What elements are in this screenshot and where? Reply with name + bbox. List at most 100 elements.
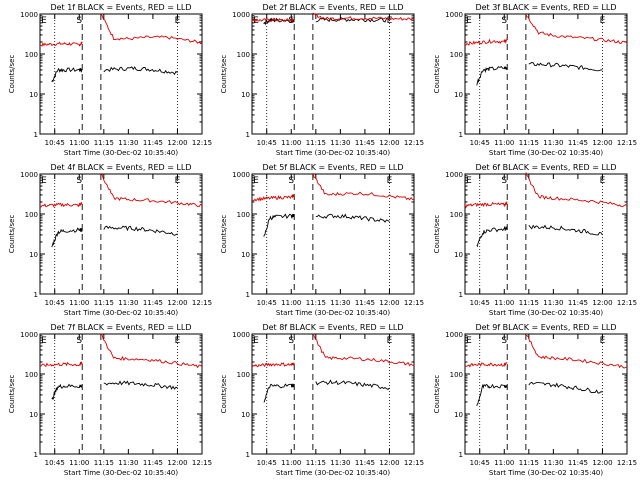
- events-series-line: [476, 383, 508, 407]
- x-tick-label: 12:00: [167, 139, 187, 147]
- marker-label: E: [387, 16, 393, 26]
- y-tick-label: 100: [237, 211, 250, 219]
- lld-series-line: [39, 41, 83, 47]
- plot-frame: [464, 173, 628, 295]
- y-axis-label: Counts/sec: [433, 55, 441, 94]
- y-tick-label: 1: [34, 291, 38, 299]
- x-tick-label: 11:30: [330, 459, 350, 467]
- events-series-line: [103, 225, 178, 236]
- marker-label: S: [501, 176, 507, 186]
- x-tick-label: 10:45: [470, 299, 490, 307]
- x-tick-label: 11:45: [143, 299, 163, 307]
- x-tick-label: 11:15: [306, 459, 326, 467]
- x-tick-label: 12:00: [592, 139, 612, 147]
- events-series-line: [263, 213, 295, 237]
- lld-series-line: [100, 13, 203, 45]
- chart-title: Det 5f BLACK = Events, RED = LLD: [262, 163, 403, 172]
- marker-label: E: [600, 176, 606, 186]
- y-tick-label: 1000: [20, 11, 38, 19]
- y-axis-label: Counts/sec: [8, 55, 16, 94]
- x-tick-label: 10:45: [45, 139, 65, 147]
- x-tick-label: 11:15: [306, 299, 326, 307]
- chart-title: Det 6f BLACK = Events, RED = LLD: [475, 163, 616, 172]
- y-tick-label: 1: [246, 451, 250, 459]
- marker-label: E: [387, 176, 393, 186]
- y-tick-label: 1: [459, 451, 463, 459]
- x-tick-label: 11:15: [94, 459, 114, 467]
- events-series-line: [103, 66, 178, 76]
- chart-title: Det 2f BLACK = Events, RED = LLD: [262, 3, 403, 12]
- x-tick-label: 11:00: [281, 459, 301, 467]
- x-axis-label: Start Time (30-Dec-02 10:35:40): [276, 149, 390, 157]
- lld-series-line: [465, 361, 508, 368]
- y-tick-label: 1: [34, 451, 38, 459]
- x-tick-label: 11:00: [69, 299, 89, 307]
- plot-frame: [39, 333, 203, 455]
- chart-title: Det 3f BLACK = Events, RED = LLD: [475, 3, 616, 12]
- x-axis-label: Start Time (30-Dec-02 10:35:40): [489, 469, 603, 477]
- panel-4: Det 4f BLACK = Events, RED = LLD 1 10 100 10…: [8, 163, 212, 317]
- x-axis-label: Start Time (30-Dec-02 10:35:40): [64, 469, 178, 477]
- y-tick-label: 1000: [445, 11, 463, 19]
- x-tick-label: 11:45: [355, 139, 375, 147]
- marker-label: S: [501, 16, 507, 26]
- y-axis-label: Counts/sec: [220, 215, 228, 254]
- panel-9: Det 9f BLACK = Events, RED = LLD 1 10 100 10…: [433, 323, 637, 477]
- x-tick-label: 11:30: [330, 299, 350, 307]
- marker-label: E: [175, 336, 181, 346]
- x-tick-label: 11:00: [494, 139, 514, 147]
- x-tick-label: 12:15: [192, 299, 212, 307]
- lld-series-line: [39, 201, 83, 208]
- y-tick-label: 1: [246, 131, 250, 139]
- lld-series-line: [39, 360, 83, 367]
- marker-label: S: [76, 16, 82, 26]
- lld-series-line: [100, 333, 203, 369]
- y-tick-label: 1000: [232, 11, 250, 19]
- marker-label: E: [387, 336, 393, 346]
- marker-label: E: [253, 176, 259, 186]
- chart-title: Det 1f BLACK = Events, RED = LLD: [50, 3, 191, 12]
- lld-series-line: [464, 37, 508, 46]
- marker-label: E: [466, 336, 472, 346]
- plot-frame: [39, 173, 203, 295]
- x-tick-label: 12:00: [167, 299, 187, 307]
- lld-series-line: [312, 334, 415, 367]
- y-tick-label: 10: [29, 411, 38, 419]
- x-tick-label: 11:00: [494, 459, 514, 467]
- lld-series-line: [525, 14, 628, 44]
- x-tick-label: 11:45: [568, 459, 588, 467]
- events-series-line: [103, 380, 178, 390]
- x-tick-label: 11:15: [306, 139, 326, 147]
- y-axis-label: Counts/sec: [433, 215, 441, 254]
- chart-title: Det 8f BLACK = Events, RED = LLD: [262, 323, 403, 332]
- x-tick-label: 11:30: [118, 139, 138, 147]
- y-tick-label: 1000: [232, 331, 250, 339]
- panel-3: Det 3f BLACK = Events, RED = LLD 1 10 100 10…: [433, 3, 637, 157]
- x-axis-label: Start Time (30-Dec-02 10:35:40): [64, 149, 178, 157]
- x-tick-label: 11:45: [143, 459, 163, 467]
- x-tick-label: 11:00: [69, 139, 89, 147]
- x-tick-label: 11:15: [519, 299, 539, 307]
- y-tick-label: 100: [25, 371, 38, 379]
- x-tick-label: 12:15: [404, 459, 424, 467]
- lld-series-line: [251, 17, 295, 24]
- x-tick-label: 10:45: [470, 139, 490, 147]
- plot-frame: [251, 333, 415, 455]
- lld-series-line: [464, 201, 508, 209]
- x-tick-label: 12:15: [404, 299, 424, 307]
- lld-series-line: [312, 12, 415, 21]
- x-axis-label: Start Time (30-Dec-02 10:35:40): [276, 469, 390, 477]
- y-axis-label: Counts/sec: [433, 375, 441, 414]
- lld-series-line: [251, 361, 295, 368]
- y-tick-label: 100: [25, 51, 38, 59]
- marker-label: E: [466, 16, 472, 26]
- y-tick-label: 10: [29, 91, 38, 99]
- x-tick-label: 10:45: [470, 459, 490, 467]
- y-tick-label: 1000: [20, 171, 38, 179]
- x-tick-label: 12:00: [592, 299, 612, 307]
- x-tick-label: 11:15: [519, 459, 539, 467]
- events-series-line: [51, 227, 83, 248]
- x-tick-label: 12:15: [617, 459, 637, 467]
- marker-label: S: [76, 336, 82, 346]
- plot-frame: [464, 13, 628, 135]
